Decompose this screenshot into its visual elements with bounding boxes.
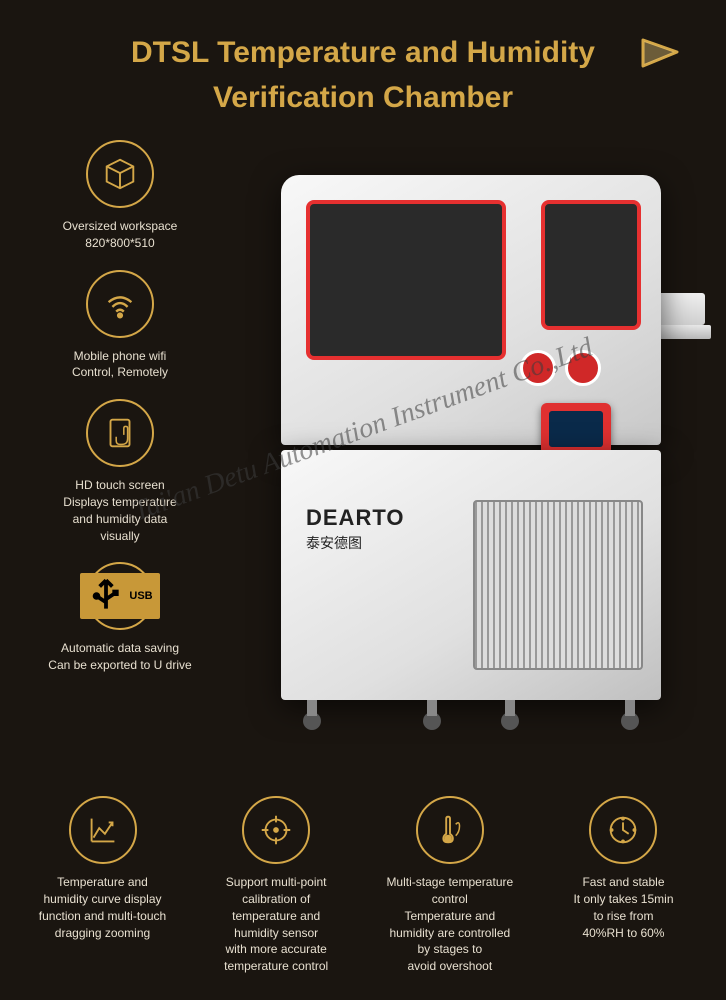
logo-text-en: DEARTO — [306, 505, 405, 531]
usb-badge: USB — [80, 573, 159, 619]
side-window — [541, 200, 641, 330]
title-line-2: Verification Chamber — [213, 81, 513, 114]
target-icon — [242, 796, 310, 864]
chamber-lower: DEARTO 泰安德图 — [281, 450, 661, 700]
feature-text: HD touch screen Displays temperature and… — [63, 477, 176, 544]
caster-wheel — [499, 700, 521, 730]
usb-label: USB — [129, 590, 152, 602]
control-screen — [549, 411, 603, 447]
feature-text: Oversized workspace 820*800*510 — [63, 218, 178, 252]
thermometer-icon — [416, 796, 484, 864]
feature-usb: USB Automatic data saving Can be exporte… — [35, 562, 205, 674]
product-illustration: DEARTO 泰安德图 — [251, 175, 691, 735]
feature-touchscreen: HD touch screen Displays temperature and… — [35, 399, 205, 544]
feature-text: Temperature and humidity curve display f… — [39, 874, 166, 941]
brand-logo: DEARTO 泰安德图 — [306, 505, 405, 553]
feature-text: Support multi-point calibration of tempe… — [224, 874, 328, 975]
left-feature-column: Oversized workspace 820*800*510 Mobile p… — [35, 140, 205, 692]
clock-icon — [589, 796, 657, 864]
glove-port-2 — [565, 350, 601, 386]
infographic-page: DTSL Temperature and Humidity Verificati… — [0, 0, 726, 1000]
control-panel — [541, 403, 611, 455]
feature-text: Mobile phone wifi Control, Remotely — [72, 348, 168, 382]
title-line-1: DTSL Temperature and Humidity — [131, 36, 595, 69]
caster-wheel — [301, 700, 323, 730]
feature-workspace: Oversized workspace 820*800*510 — [35, 140, 205, 252]
feature-text: Multi-stage temperature control Temperat… — [386, 874, 513, 975]
glove-port-1 — [520, 350, 556, 386]
main-title: DTSL Temperature and Humidity Verificati… — [25, 30, 701, 120]
play-decor-icon — [641, 38, 681, 68]
chamber-upper — [281, 175, 661, 445]
curve-icon — [69, 796, 137, 864]
feature-multistage: Multi-stage temperature control Temperat… — [372, 796, 527, 975]
front-window — [306, 200, 506, 360]
usb-icon: USB — [86, 562, 154, 630]
caster-wheel — [421, 700, 443, 730]
box-icon — [86, 140, 154, 208]
logo-text-cn: 泰安德图 — [306, 533, 405, 553]
feature-text: Automatic data saving Can be exported to… — [48, 640, 191, 674]
feature-speed: Fast and stable It only takes 15min to r… — [546, 796, 701, 975]
feature-wifi: Mobile phone wifi Control, Remotely — [35, 270, 205, 382]
feature-calibration: Support multi-point calibration of tempe… — [199, 796, 354, 975]
wifi-icon — [86, 270, 154, 338]
caster-wheel — [619, 700, 641, 730]
vent-grille — [473, 500, 643, 670]
feature-text: Fast and stable It only takes 15min to r… — [573, 874, 673, 941]
feature-curve: Temperature and humidity curve display f… — [25, 796, 180, 975]
bottom-feature-row: Temperature and humidity curve display f… — [25, 796, 701, 975]
touch-icon — [86, 399, 154, 467]
